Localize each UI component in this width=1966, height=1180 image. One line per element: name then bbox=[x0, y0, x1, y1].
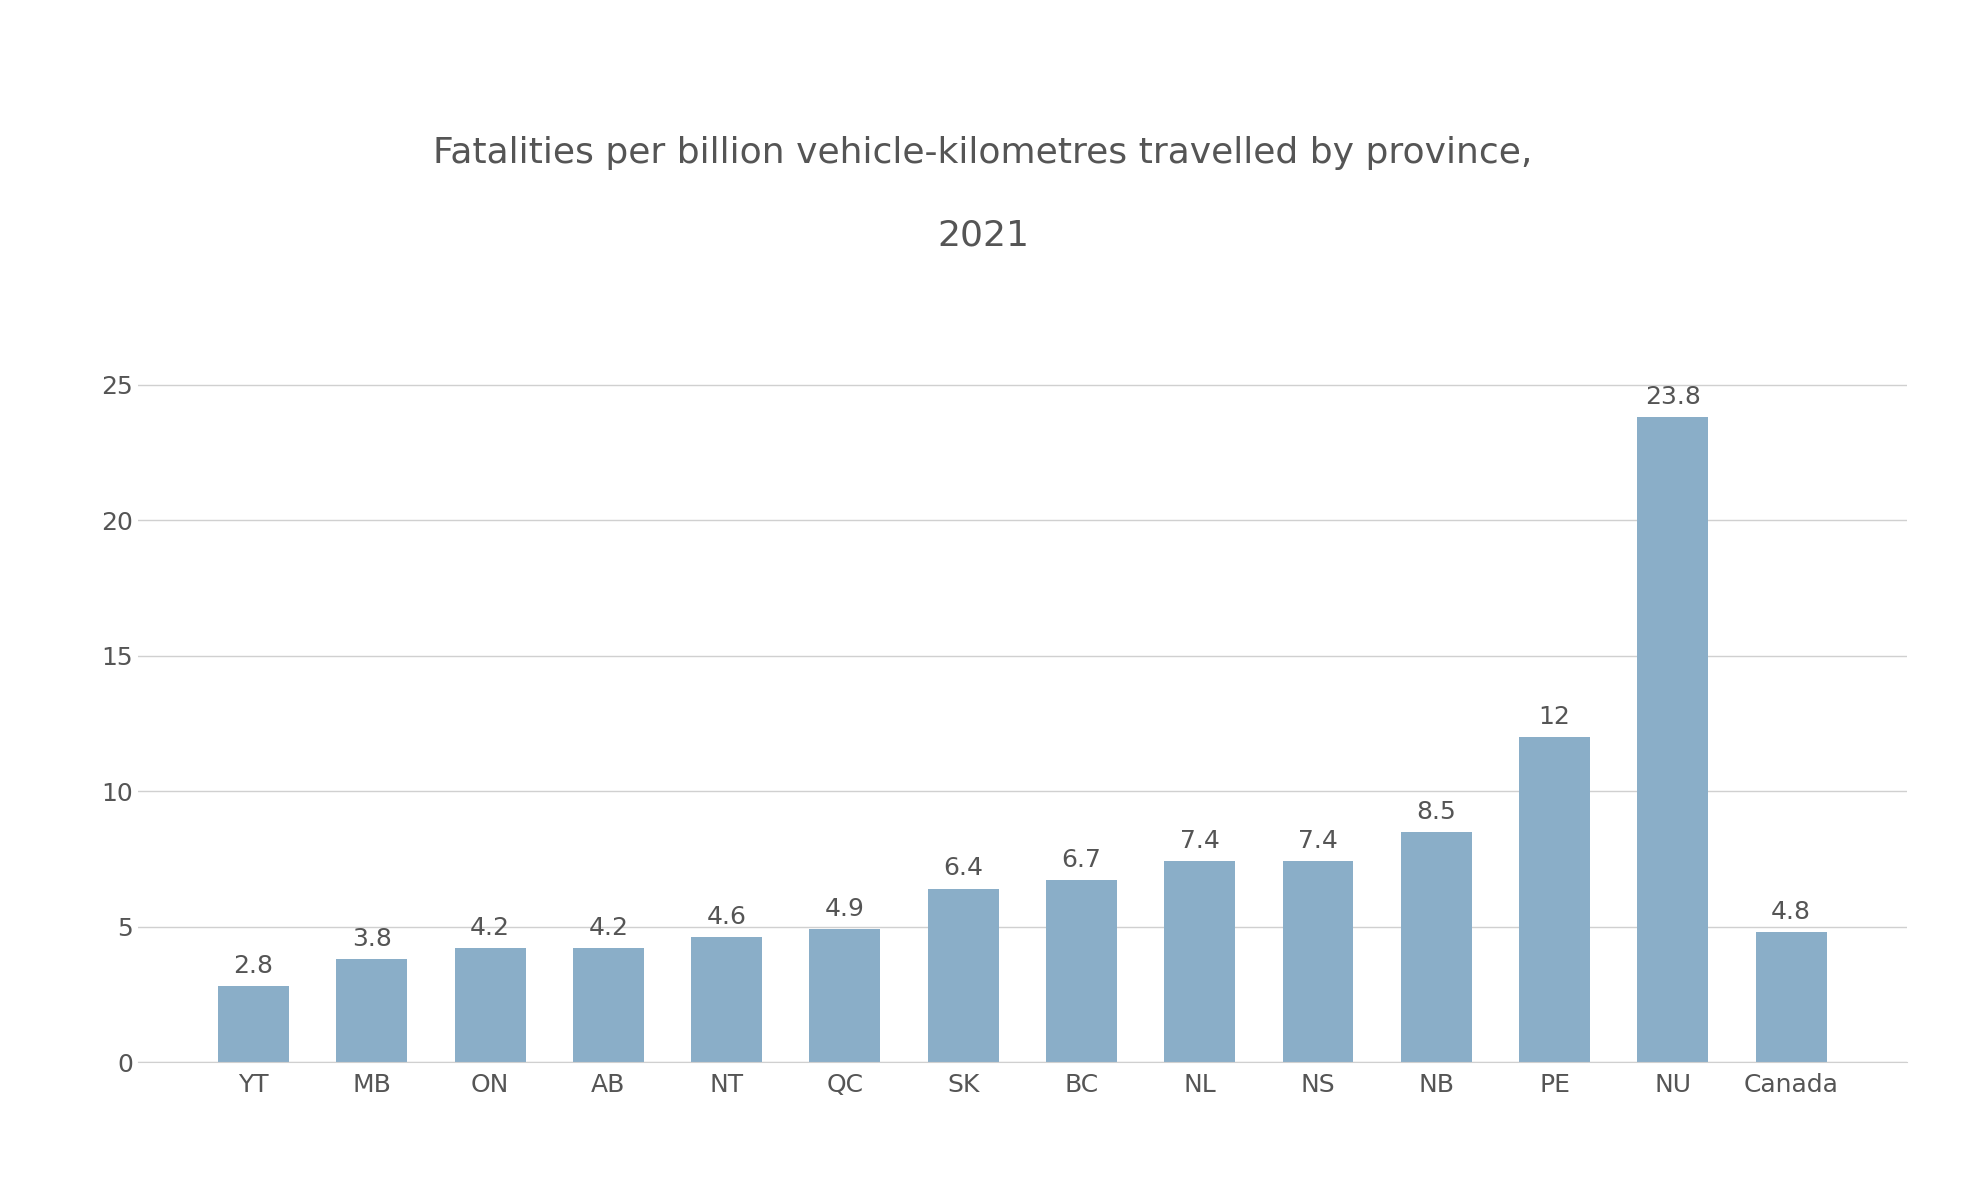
Text: 4.9: 4.9 bbox=[826, 897, 865, 922]
Text: 4.2: 4.2 bbox=[470, 916, 509, 940]
Text: Fatalities per billion vehicle-kilometres travelled by province,: Fatalities per billion vehicle-kilometre… bbox=[433, 137, 1533, 170]
Bar bbox=[336, 959, 407, 1062]
Text: 2021: 2021 bbox=[938, 219, 1028, 253]
Bar bbox=[1638, 417, 1708, 1062]
Bar bbox=[1046, 880, 1117, 1062]
Text: 7.4: 7.4 bbox=[1298, 830, 1339, 853]
Text: 7.4: 7.4 bbox=[1180, 830, 1219, 853]
Bar bbox=[1402, 832, 1473, 1062]
Text: 2.8: 2.8 bbox=[234, 953, 273, 978]
Text: 6.7: 6.7 bbox=[1062, 848, 1101, 872]
Text: 8.5: 8.5 bbox=[1416, 800, 1457, 824]
Bar bbox=[572, 949, 643, 1062]
Text: 4.6: 4.6 bbox=[706, 905, 747, 929]
Text: 12: 12 bbox=[1539, 704, 1571, 729]
Bar bbox=[928, 889, 999, 1062]
Text: 6.4: 6.4 bbox=[944, 857, 983, 880]
Bar bbox=[1164, 861, 1235, 1062]
Text: 4.2: 4.2 bbox=[588, 916, 629, 940]
Bar bbox=[810, 929, 881, 1062]
Bar bbox=[218, 986, 289, 1062]
Bar bbox=[454, 949, 525, 1062]
Bar bbox=[1756, 932, 1826, 1062]
Text: 23.8: 23.8 bbox=[1646, 385, 1701, 409]
Text: 3.8: 3.8 bbox=[352, 927, 391, 951]
Text: 4.8: 4.8 bbox=[1771, 900, 1811, 924]
Bar bbox=[692, 937, 763, 1062]
Bar bbox=[1520, 736, 1590, 1062]
Bar bbox=[1282, 861, 1353, 1062]
